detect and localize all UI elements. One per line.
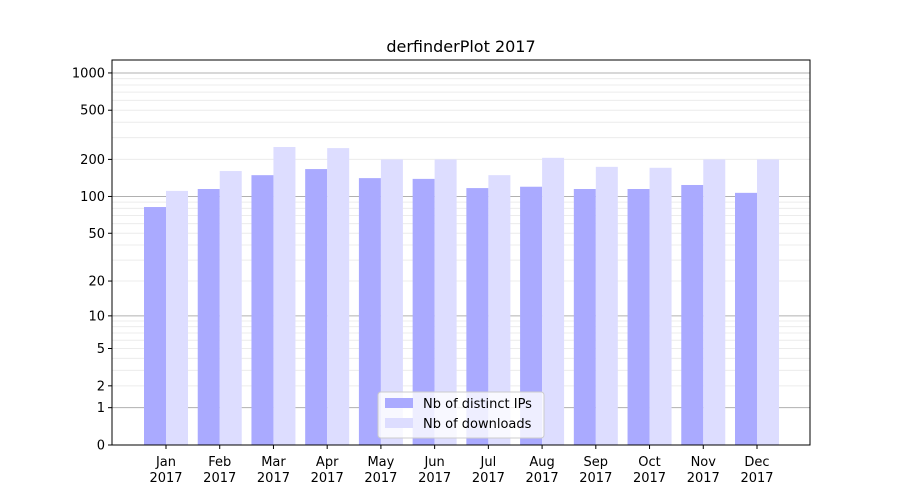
bar-downloads [649,167,672,445]
x-tick-label: Apr 2017 [311,455,344,486]
y-tick-label: 20 [88,275,105,290]
y-tick-label: 1 [97,401,105,416]
y-tick-label: 5 [97,342,105,357]
bar-downloads [703,159,726,445]
x-tick-label: Mar 2017 [257,455,290,486]
bar-distinct-ips [412,178,435,445]
bar-distinct-ips [197,189,220,445]
y-tick-label: 200 [80,153,105,168]
bar-distinct-ips [735,192,757,445]
y-tick-label: 0 [97,439,105,454]
bar-downloads [595,166,618,445]
legend-label: Nb of distinct IPs [423,397,532,412]
bar-downloads [273,147,296,445]
bar-distinct-ips [251,175,274,446]
x-tick-label: Feb 2017 [203,455,236,486]
bar-downloads [380,159,403,445]
bar-distinct-ips [627,189,650,445]
legend-swatch [385,398,413,408]
bar-downloads [488,175,511,446]
y-tick-label: 1000 [72,66,105,81]
bar-downloads [542,157,565,445]
x-tick-label: Nov 2017 [687,455,720,486]
bar-downloads [166,190,188,445]
bar-distinct-ips [466,188,489,446]
x-tick-label: Sep 2017 [579,455,612,486]
y-tick-label: 2 [97,379,105,394]
bar-downloads [434,159,457,445]
x-tick-label: Dec 2017 [740,455,773,486]
x-tick-label: Jan 2017 [149,455,182,486]
bar-downloads [327,148,350,445]
y-tick-label: 100 [80,190,105,205]
x-tick-label: Jul 2017 [472,455,505,486]
chart-title: derfinderPlot 2017 [386,37,535,56]
legend-box [377,391,545,439]
legend-swatch [385,418,413,428]
bar-distinct-ips [520,186,543,445]
x-tick-label: Aug 2017 [526,455,559,486]
x-tick-label: Jun 2017 [418,455,451,486]
bar-distinct-ips [681,184,704,445]
bar-distinct-ips [144,207,166,445]
bar-distinct-ips [358,178,381,445]
bar-downloads [757,159,779,445]
plot-frame [111,59,811,446]
x-tick-label: Oct 2017 [633,455,666,486]
y-tick-label: 50 [88,227,105,242]
legend-label: Nb of downloads [423,417,532,432]
legend: Nb of distinct IPs Nb of downloads [377,391,545,439]
bar-downloads [219,171,242,445]
y-tick-label: 10 [88,309,105,324]
bar-distinct-ips [573,189,596,445]
bar-distinct-ips [305,169,328,445]
y-tick-label: 500 [80,104,105,119]
x-tick-label: May 2017 [364,455,397,486]
